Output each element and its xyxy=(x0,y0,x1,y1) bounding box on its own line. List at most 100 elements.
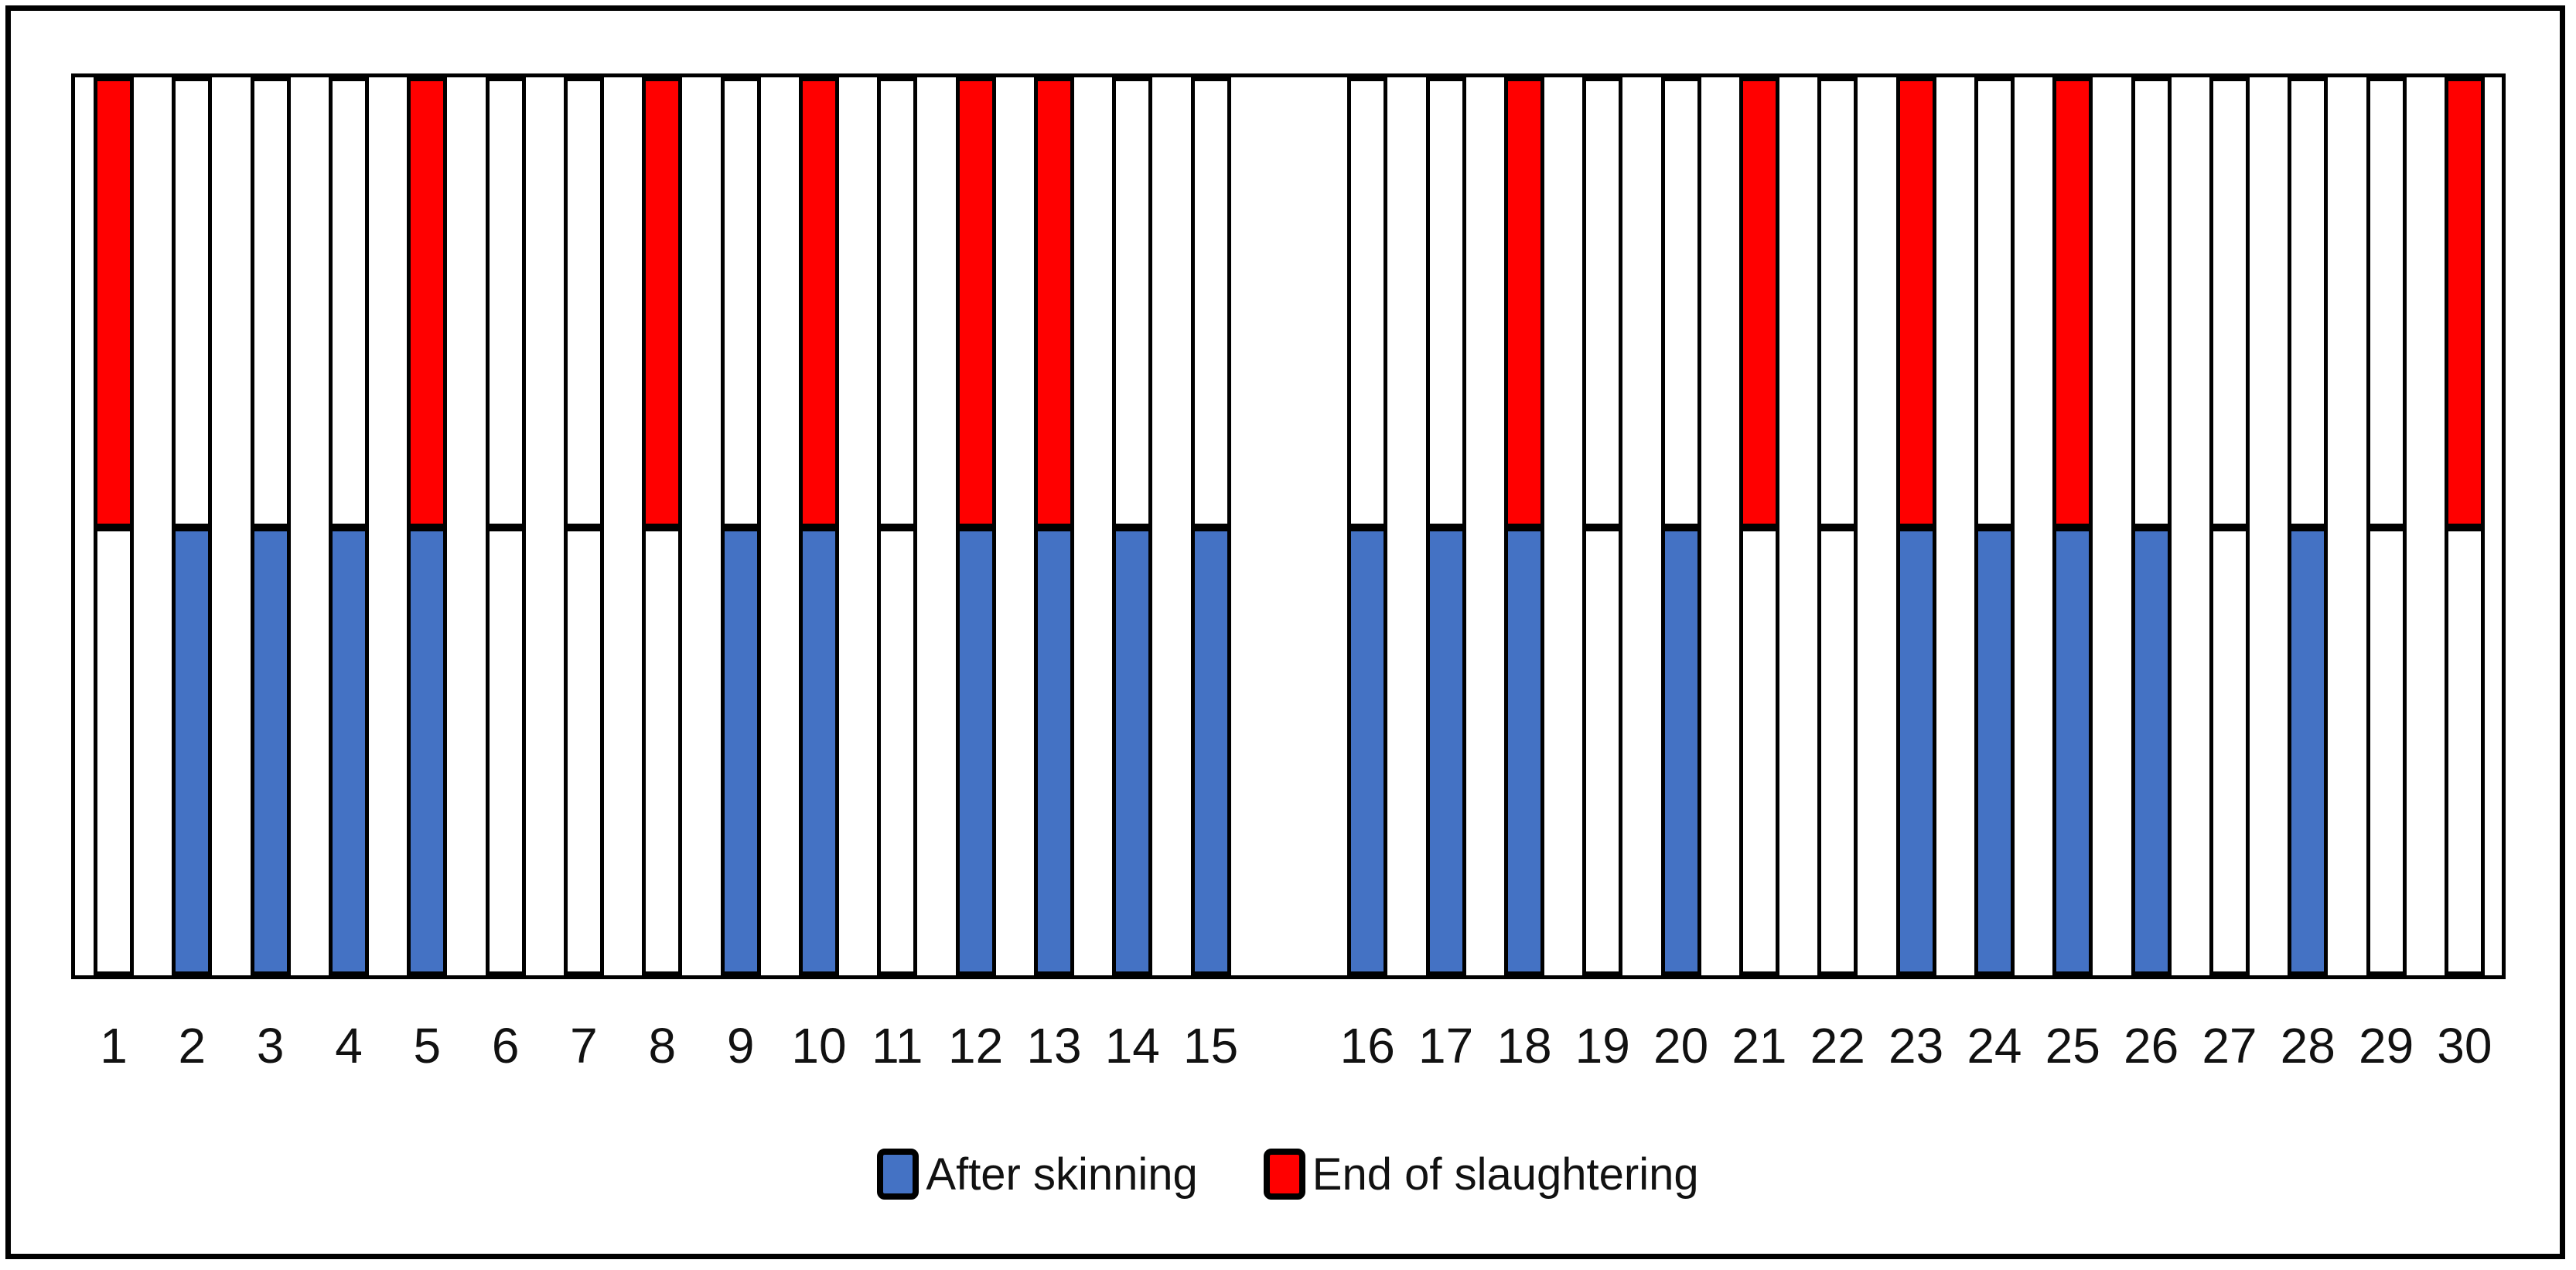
after-skinning-segment-3 xyxy=(250,527,291,975)
bar-category-15 xyxy=(1190,77,1231,975)
empty-segment-4 xyxy=(328,77,369,527)
empty-segment-7 xyxy=(563,527,604,975)
legend-label: End of slaughtering xyxy=(1312,1149,1699,1200)
end-of-slaughtering-segment-13 xyxy=(1033,77,1074,527)
empty-segment-19 xyxy=(1582,77,1623,527)
bar-category-1 xyxy=(94,77,134,975)
empty-segment-29 xyxy=(2366,527,2407,975)
bar-category-20 xyxy=(1660,77,1701,975)
after-skinning-segment-18 xyxy=(1503,527,1544,975)
legend-swatch-after-skinning xyxy=(877,1149,920,1200)
bar-category-29 xyxy=(2366,77,2407,975)
after-skinning-segment-9 xyxy=(720,527,761,975)
after-skinning-segment-15 xyxy=(1190,527,1231,975)
empty-segment-6 xyxy=(485,527,526,975)
x-axis-label-27: 27 xyxy=(2202,1018,2257,1074)
x-axis-label-22: 22 xyxy=(1810,1018,1865,1074)
legend-item-after-skinning: After skinning xyxy=(877,1149,1198,1200)
x-axis-label-23: 23 xyxy=(1888,1018,1944,1074)
end-of-slaughtering-segment-25 xyxy=(2052,77,2093,527)
after-skinning-segment-20 xyxy=(1660,527,1701,975)
x-axis-label-3: 3 xyxy=(256,1018,285,1074)
bar-category-5 xyxy=(407,77,448,975)
empty-segment-22 xyxy=(1817,527,1858,975)
empty-segment-27 xyxy=(2209,77,2250,527)
end-of-slaughtering-segment-12 xyxy=(955,77,996,527)
bar-category-18 xyxy=(1503,77,1544,975)
after-skinning-segment-26 xyxy=(2131,527,2172,975)
x-axis-labels: 1 2 3 4 5 6 7 8 9 10 11 12 13 14 15 16 17 18 19 20 21 22 23 24 2… xyxy=(75,1015,2502,1077)
after-skinning-segment-10 xyxy=(798,527,839,975)
x-axis-label-11: 11 xyxy=(872,1018,923,1074)
end-of-slaughtering-segment-23 xyxy=(1895,77,1936,527)
x-axis-label-20: 20 xyxy=(1653,1018,1709,1074)
empty-segment-1 xyxy=(94,527,134,975)
end-of-slaughtering-segment-1 xyxy=(94,77,134,527)
x-axis-label-30: 30 xyxy=(2437,1018,2492,1074)
bar-category-2 xyxy=(172,77,213,975)
bar-category-26 xyxy=(2131,77,2172,975)
empty-segment-2 xyxy=(172,77,213,527)
bar-category-25 xyxy=(2052,77,2093,975)
after-skinning-segment-28 xyxy=(2288,527,2329,975)
after-skinning-segment-16 xyxy=(1347,527,1388,975)
empty-segment-14 xyxy=(1112,77,1153,527)
bar-category-10 xyxy=(798,77,839,975)
bar-category-11 xyxy=(877,77,918,975)
empty-segment-28 xyxy=(2288,77,2329,527)
empty-segment-15 xyxy=(1190,77,1231,527)
x-axis-label-4: 4 xyxy=(335,1018,363,1074)
x-axis-label-19: 19 xyxy=(1575,1018,1630,1074)
after-skinning-segment-14 xyxy=(1112,527,1153,975)
empty-segment-20 xyxy=(1660,77,1701,527)
bar-category-14 xyxy=(1112,77,1153,975)
x-axis-label-26: 26 xyxy=(2123,1018,2179,1074)
empty-segment-27 xyxy=(2209,527,2250,975)
x-axis-label-18: 18 xyxy=(1496,1018,1552,1074)
legend-label: After skinning xyxy=(926,1149,1198,1200)
empty-segment-21 xyxy=(1738,527,1779,975)
end-of-slaughtering-segment-21 xyxy=(1738,77,1779,527)
bar-category-24 xyxy=(1974,77,2015,975)
empty-segment-9 xyxy=(720,77,761,527)
bar-category-3 xyxy=(250,77,291,975)
legend: After skinning End of slaughtering xyxy=(0,1142,2576,1207)
end-of-slaughtering-segment-8 xyxy=(642,77,683,527)
x-axis-label-10: 10 xyxy=(791,1018,847,1074)
x-axis-label-5: 5 xyxy=(413,1018,442,1074)
empty-segment-29 xyxy=(2366,77,2407,527)
empty-segment-22 xyxy=(1817,77,1858,527)
bar-category-4 xyxy=(328,77,369,975)
x-axis-label-6: 6 xyxy=(491,1018,520,1074)
x-axis-label-14: 14 xyxy=(1104,1018,1160,1074)
empty-segment-11 xyxy=(877,77,918,527)
after-skinning-segment-23 xyxy=(1895,527,1936,975)
after-skinning-segment-5 xyxy=(407,527,448,975)
bar-category-19 xyxy=(1582,77,1623,975)
after-skinning-segment-12 xyxy=(955,527,996,975)
x-axis-label-16: 16 xyxy=(1339,1018,1395,1074)
x-axis-label-9: 9 xyxy=(726,1018,755,1074)
bar-category-6 xyxy=(485,77,526,975)
bar-category-16 xyxy=(1347,77,1388,975)
bar-category-23 xyxy=(1895,77,1936,975)
empty-segment-8 xyxy=(642,527,683,975)
x-axis-label-13: 13 xyxy=(1026,1018,1082,1074)
empty-segment-26 xyxy=(2131,77,2172,527)
after-skinning-segment-24 xyxy=(1974,527,2015,975)
bar-category-9 xyxy=(720,77,761,975)
plot-area xyxy=(71,73,2506,979)
bar-category-12 xyxy=(955,77,996,975)
x-axis-label-7: 7 xyxy=(570,1018,598,1074)
bar-category-21 xyxy=(1738,77,1779,975)
x-axis-label-1: 1 xyxy=(100,1018,128,1074)
after-skinning-segment-4 xyxy=(328,527,369,975)
empty-segment-3 xyxy=(250,77,291,527)
x-axis-label-15: 15 xyxy=(1183,1018,1239,1074)
empty-segment-11 xyxy=(877,527,918,975)
x-axis-label-8: 8 xyxy=(648,1018,677,1074)
x-axis-label-17: 17 xyxy=(1418,1018,1474,1074)
legend-swatch-end-of-slaughtering xyxy=(1263,1149,1305,1200)
empty-segment-16 xyxy=(1347,77,1388,527)
x-axis-label-12: 12 xyxy=(948,1018,1004,1074)
